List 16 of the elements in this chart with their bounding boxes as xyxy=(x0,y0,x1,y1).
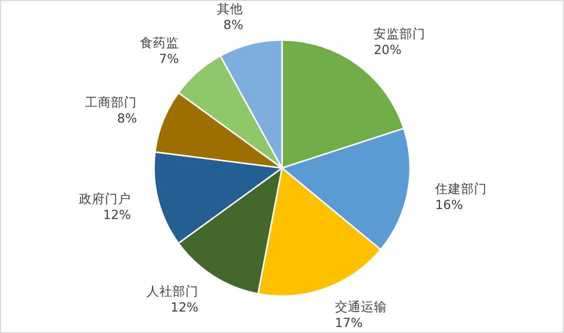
slice-label: 人社部门 xyxy=(146,284,198,299)
slice-label: 安监部门 xyxy=(374,26,426,41)
slice-label: 交通运输 xyxy=(334,298,387,314)
slice-label: 政府门户 xyxy=(78,190,131,206)
data-label: 17% xyxy=(334,314,363,330)
data-label: 16% xyxy=(435,197,464,212)
data-label: 7% xyxy=(158,50,179,66)
slice-label: 住建部门 xyxy=(434,181,488,196)
slice-label: 工商部门 xyxy=(84,94,137,110)
data-label: 8% xyxy=(117,110,138,126)
slice-label: 其他 xyxy=(217,0,244,16)
data-label: 12% xyxy=(103,206,132,222)
data-label: 20% xyxy=(374,42,402,57)
data-label: 8% xyxy=(223,16,244,32)
data-label: 12% xyxy=(170,300,199,315)
slice-label: 食药监 xyxy=(140,34,179,50)
